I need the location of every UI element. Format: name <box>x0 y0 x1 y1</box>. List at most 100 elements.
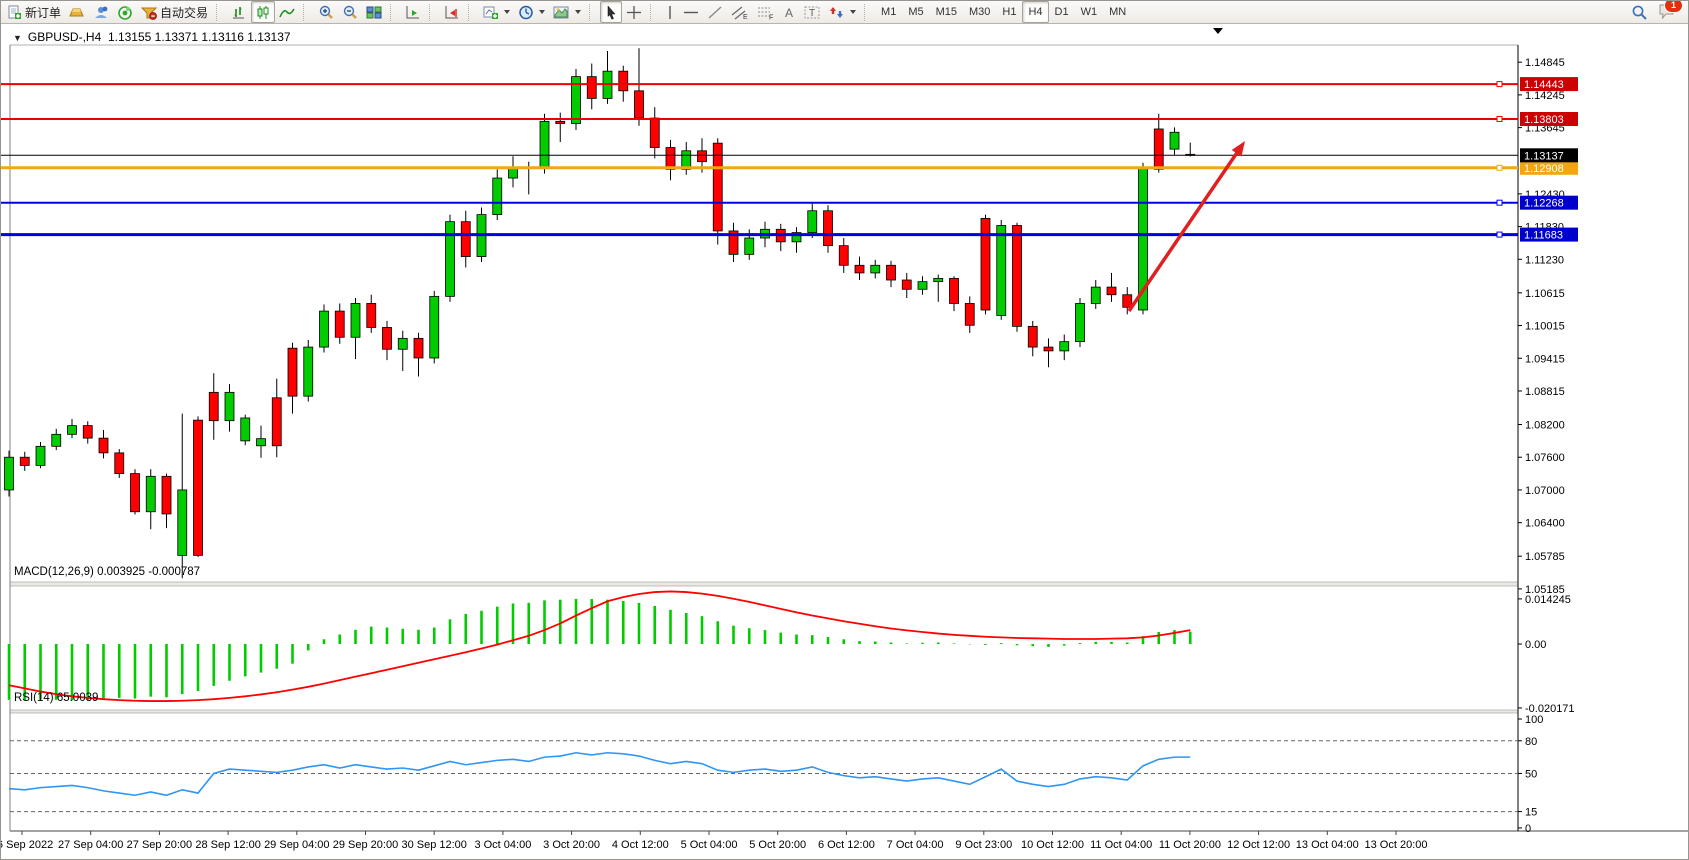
price-axis: 1.148451.142451.136451.124301.118301.112… <box>1518 57 1565 596</box>
new-order-button[interactable]: 新订单 <box>3 1 65 23</box>
rsi-line <box>8 751 1191 797</box>
rsi-tick-label: 50 <box>1525 768 1537 780</box>
auto-trading-button[interactable]: 自动交易 <box>137 1 212 23</box>
toolbar-separator <box>650 3 658 21</box>
macd-tick-label: 0.00 <box>1525 639 1546 651</box>
text-label-button[interactable]: T <box>800 1 825 23</box>
new-chart-button[interactable] <box>479 1 514 23</box>
time-tick-label: 28 Sep 12:00 <box>195 839 260 851</box>
periods-button[interactable] <box>514 1 549 23</box>
price-line-badge: 1.12268 <box>1524 198 1564 210</box>
timeframe-M5[interactable]: M5 <box>908 6 924 18</box>
zoom-in-icon <box>318 5 334 20</box>
timeframe-M30[interactable]: M30 <box>969 6 991 18</box>
macd-histogram <box>7 598 1192 701</box>
chart-region[interactable]: 1.14845 1.14245 1.13645 1.12430 1.11830 1.112… <box>1 25 1689 860</box>
new-chart-dropdown-caret <box>504 10 511 14</box>
timeframe-M1[interactable]: M1 <box>881 6 897 18</box>
timeframe-group: M1 M5 M15 M30 H1 H4 D1 W1 MN <box>875 1 1132 23</box>
chart-shift-button[interactable] <box>440 1 464 23</box>
gold-button[interactable] <box>65 1 89 23</box>
text-button[interactable]: A <box>779 1 800 23</box>
line-chart-button[interactable] <box>275 1 299 23</box>
toolbar-separator <box>429 3 437 21</box>
chart-canvas[interactable]: 1.148451.142451.136451.124301.118301.112… <box>1 25 1689 860</box>
time-tick-label: 11 Oct 20:00 <box>1159 839 1221 851</box>
chart-shift-icon <box>444 5 460 20</box>
svg-text:F: F <box>769 14 773 20</box>
templates-dropdown-caret <box>575 10 582 14</box>
signals-button[interactable] <box>113 1 137 23</box>
bar-chart-icon <box>231 5 247 20</box>
horizontal-line-button[interactable] <box>679 1 703 23</box>
timeframe-W1[interactable]: W1 <box>1080 6 1098 18</box>
time-tick-label: 11 Oct 04:00 <box>1090 839 1152 851</box>
price-tick-label: 1.13645 <box>1525 123 1565 135</box>
templates-button[interactable] <box>549 1 585 23</box>
time-tick-label: 30 Sep 12:00 <box>401 839 466 851</box>
candlestick-chart-button[interactable] <box>251 1 276 23</box>
tile-windows-button[interactable] <box>362 1 386 23</box>
timeframe-H4[interactable]: H4 <box>1022 1 1049 23</box>
time-tick-label: 27 Sep 04:00 <box>58 839 123 851</box>
auto-scroll-button[interactable] <box>401 1 425 23</box>
time-tick-label: 3 Oct 04:00 <box>474 839 531 851</box>
collapse-triangle-icon[interactable]: ▼ <box>13 33 22 43</box>
notification-badge: 1 <box>1664 1 1683 13</box>
equidistant-channel-icon: E <box>731 5 749 21</box>
time-tick-label: 13 Oct 04:00 <box>1296 839 1359 851</box>
cursor-icon <box>604 4 618 20</box>
zoom-out-button[interactable] <box>338 1 362 23</box>
price-tick-label: 1.06400 <box>1525 518 1565 530</box>
time-tick-label: 9 Oct 23:00 <box>955 839 1012 851</box>
arrows-button[interactable] <box>825 1 860 23</box>
fibonacci-button[interactable]: F <box>753 1 779 23</box>
timeframe-D1[interactable]: D1 <box>1054 6 1069 18</box>
periods-dropdown-caret <box>539 10 546 14</box>
time-tick-label: 13 Oct 20:00 <box>1365 839 1428 851</box>
auto-trading-label: 自动交易 <box>160 5 209 20</box>
trendline-icon <box>707 5 723 20</box>
tile-windows-icon <box>366 5 382 20</box>
zoom-out-icon <box>342 5 358 20</box>
horizontal-lines[interactable]: 1.14443 1.13803 1.12908 1.12268 1.11683 <box>1 77 1578 242</box>
macd-tick-label: 0.014245 <box>1525 594 1571 606</box>
price-tick-label: 1.09415 <box>1525 353 1565 365</box>
toolbar: 新订单 自动交易 <box>1 1 1688 24</box>
search-icon[interactable] <box>1631 4 1648 20</box>
timeframe-M15[interactable]: M15 <box>935 6 957 18</box>
chart-shift-marker[interactable] <box>1213 28 1223 34</box>
new-chart-icon <box>483 5 499 20</box>
price-tick-label: 1.14245 <box>1525 90 1565 102</box>
toolbar-separator <box>864 3 872 21</box>
signals-icon <box>117 5 133 20</box>
trendline-button[interactable] <box>703 1 727 23</box>
vertical-line-button[interactable] <box>661 1 679 23</box>
macd-axis: 0.014245 0.00 -0.020171 <box>1518 594 1575 715</box>
time-tick-label: 7 Oct 04:00 <box>887 839 944 851</box>
gold-icon <box>69 5 85 20</box>
timeframe-H1[interactable]: H1 <box>1002 6 1017 18</box>
cursor-button[interactable] <box>600 1 623 23</box>
time-tick-label: 26 Sep 2022 <box>1 839 53 851</box>
auto-trading-icon <box>140 5 158 20</box>
timeframe-MN[interactable]: MN <box>1109 6 1127 18</box>
time-tick-label: 3 Oct 20:00 <box>543 839 600 851</box>
community-button[interactable] <box>89 1 113 23</box>
price-tick-label: 1.07600 <box>1525 452 1565 464</box>
svg-text:E: E <box>743 14 748 20</box>
crosshair-button[interactable] <box>622 1 646 23</box>
macd-tick-label: -0.020171 <box>1525 703 1575 715</box>
periods-icon <box>518 5 534 20</box>
price-tick-label: 1.14845 <box>1525 57 1565 69</box>
zoom-in-button[interactable] <box>314 1 338 23</box>
bar-chart-button[interactable] <box>227 1 251 23</box>
trend-arrow[interactable] <box>1127 141 1245 312</box>
chat-button[interactable]: 1 <box>1658 1 1683 22</box>
toolbar-separator <box>216 3 224 21</box>
rsi-tick-label: 15 <box>1525 807 1537 819</box>
equidistant-channel-button[interactable]: E <box>727 1 753 23</box>
vertical-line-icon <box>665 5 675 20</box>
rsi-level-lines <box>10 740 1518 813</box>
